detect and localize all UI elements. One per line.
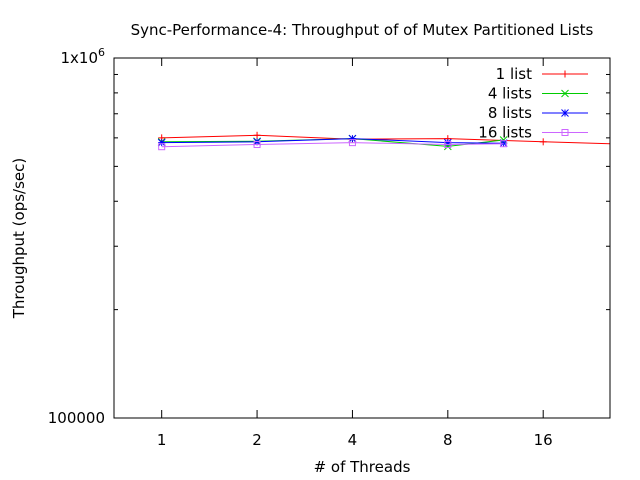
data-point <box>253 141 261 149</box>
y-axis-label: Throughput (ops/sec) <box>10 158 28 319</box>
legend-marker <box>561 70 569 78</box>
x-tick-label: 16 <box>534 431 553 449</box>
x-axis-label: # of Threads <box>314 458 411 476</box>
legend-label: 16 lists <box>478 124 532 142</box>
legend-label: 1 list <box>496 65 532 83</box>
legend-marker <box>561 89 569 98</box>
data-point <box>635 141 640 148</box>
data-point <box>348 139 356 147</box>
legend-label: 4 lists <box>488 85 532 103</box>
series-4 <box>158 139 508 151</box>
series-line <box>161 134 610 145</box>
series-line <box>161 142 504 148</box>
data-point <box>157 138 166 147</box>
series-lines <box>157 131 640 151</box>
data-point <box>348 134 357 143</box>
x-tick-label: 2 <box>252 431 262 449</box>
legend-marker <box>561 109 569 117</box>
data-point <box>500 140 508 148</box>
y-tick-label: 100000 <box>48 409 105 427</box>
data-point <box>444 141 452 149</box>
series-1 <box>158 131 640 148</box>
chart-title: Sync-Performance-4: Throughput of of Mut… <box>131 21 594 39</box>
plot-frame <box>113 57 611 419</box>
y-tick-label: 1x106 <box>60 46 105 67</box>
data-point <box>539 138 547 146</box>
x-tick-label: 4 <box>348 431 358 449</box>
plot-axes: 1 2 4 8 16 100000 1x106 <box>48 46 610 449</box>
data-point <box>253 131 261 139</box>
legend-marker <box>561 129 569 136</box>
legend-label: 8 lists <box>488 104 532 122</box>
data-point <box>443 138 452 147</box>
x-tick-label: 8 <box>443 431 453 449</box>
data-point <box>158 143 166 151</box>
x-tick-label: 1 <box>157 431 167 449</box>
